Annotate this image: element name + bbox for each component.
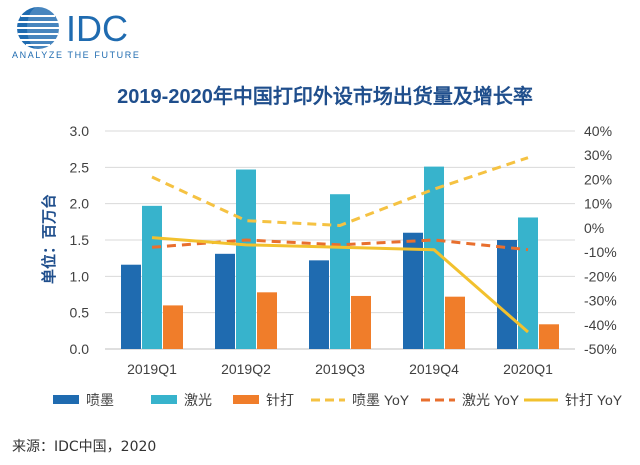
bar xyxy=(215,253,235,349)
right-tick-label: 0% xyxy=(584,220,604,236)
bar xyxy=(121,264,141,349)
right-tick-label: 10% xyxy=(584,196,612,212)
bar xyxy=(163,305,183,349)
chart-title: 2019-2020年中国打印外设市场出货量及增长率 xyxy=(117,84,533,108)
left-tick-label: 1.0 xyxy=(70,268,90,284)
bar xyxy=(351,295,371,349)
right-tick-label: 30% xyxy=(584,147,612,163)
legend: 喷墨 激光 针打 喷墨 YoY 激光 YoY 针打 YoY xyxy=(53,392,623,408)
yoy-lines xyxy=(151,156,529,334)
right-axis-ticks: -50% -40% -30% -20% -10% 0% 10% 20% 30% 40% xyxy=(584,123,617,357)
bar xyxy=(497,240,517,349)
left-tick-label: 3.0 xyxy=(70,123,90,139)
left-tick-label: 2.0 xyxy=(70,196,90,212)
right-tick-label: 40% xyxy=(584,123,612,139)
legend-label: 针打 xyxy=(266,392,294,408)
right-tick-label: -20% xyxy=(584,268,617,284)
yoy-line xyxy=(151,236,529,334)
yoy-line xyxy=(151,156,529,227)
legend-swatch xyxy=(233,395,259,404)
left-tick-label: 0.0 xyxy=(70,341,90,357)
bar xyxy=(403,232,423,349)
x-tick-label: 2019Q1 xyxy=(127,361,177,377)
right-tick-label: -10% xyxy=(584,244,617,260)
legend-label: 激光 YoY xyxy=(462,392,520,408)
legend-label: 激光 xyxy=(184,392,212,408)
right-tick-label: -30% xyxy=(584,293,617,309)
globe-icon xyxy=(17,7,59,49)
x-tick-label: 2019Q2 xyxy=(221,361,271,377)
left-axis-ticks: 0.0 0.5 1.0 1.5 2.0 2.5 3.0 xyxy=(70,123,90,357)
bar xyxy=(257,292,277,349)
y-axis-title: 单位：百万台 xyxy=(40,194,58,284)
legend-label: 喷墨 xyxy=(86,392,114,408)
right-tick-label: -40% xyxy=(584,317,617,333)
bars xyxy=(121,166,559,349)
bar xyxy=(142,205,162,349)
bar xyxy=(445,296,465,349)
x-tick-label: 2020Q1 xyxy=(503,361,553,377)
source-note: 来源：IDC中国，2020 xyxy=(12,439,157,455)
left-tick-label: 1.5 xyxy=(70,232,90,248)
right-tick-label: -50% xyxy=(584,341,617,357)
logo-brand: IDC xyxy=(66,8,128,49)
legend-swatch xyxy=(53,395,79,404)
bar xyxy=(309,260,329,349)
legend-swatch xyxy=(151,395,177,404)
left-tick-label: 2.5 xyxy=(70,159,90,175)
idc-logo: IDC ANALYZE THE FUTURE xyxy=(12,7,140,60)
bar xyxy=(330,194,350,349)
right-tick-label: 20% xyxy=(584,171,612,187)
x-tick-label: 2019Q4 xyxy=(409,361,459,377)
bar xyxy=(539,324,559,349)
legend-label: 针打 YoY xyxy=(565,392,623,408)
logo-tagline: ANALYZE THE FUTURE xyxy=(12,50,140,60)
bar xyxy=(518,217,538,349)
legend-label: 喷墨 YoY xyxy=(352,392,410,408)
left-tick-label: 0.5 xyxy=(70,305,90,321)
x-tick-label: 2019Q3 xyxy=(315,361,365,377)
x-axis-ticks: 2019Q1 2019Q2 2019Q3 2019Q4 2020Q1 xyxy=(127,361,553,377)
bar xyxy=(424,166,444,349)
bar xyxy=(236,169,256,349)
